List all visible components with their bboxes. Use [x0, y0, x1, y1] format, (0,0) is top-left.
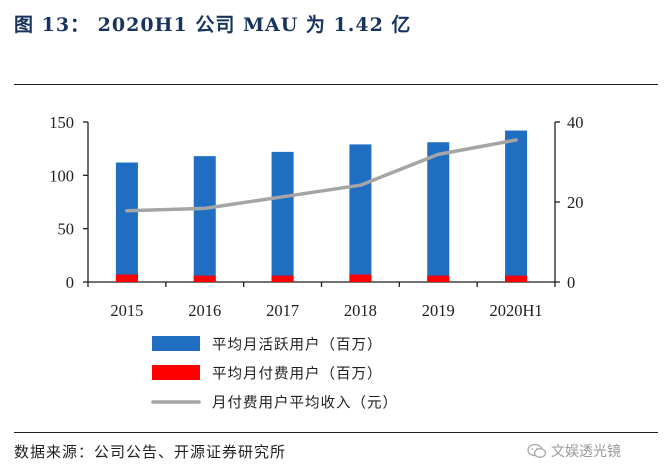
x-tick-label: 2017 [266, 301, 299, 320]
y-left-tick-label: 150 [49, 113, 74, 132]
watermark: 文娱透光镜 [527, 441, 621, 461]
paying-user-bar [505, 275, 528, 282]
bars [115, 130, 528, 282]
y-left-tick-label: 0 [66, 273, 74, 292]
y-right-tick-label: 40 [567, 113, 584, 132]
watermark-text: 文娱透光镜 [551, 444, 621, 460]
arpu-point [436, 152, 440, 156]
mau-bar [505, 130, 528, 282]
legend-label: 平均月付费用户（百万） [212, 366, 383, 383]
legend-swatch-paying [152, 365, 200, 380]
legend-item: 月付费用户平均收入（元） [151, 395, 398, 412]
y-left-tick-label: 100 [49, 166, 74, 185]
line-series [125, 138, 518, 213]
arpu-point [514, 138, 518, 142]
paying-user-bar [193, 275, 216, 282]
x-tick-label: 2020H1 [489, 301, 542, 320]
x-tick-label: 2016 [188, 301, 221, 320]
data-source: 数据来源：公司公告、开源证券研究所 [14, 443, 287, 461]
paying-user-bar [271, 275, 294, 282]
legend-swatch-mau [152, 336, 200, 351]
legend-label: 平均月活跃用户（百万） [212, 337, 383, 354]
arpu-point [125, 209, 129, 213]
mau-bar [193, 156, 216, 282]
bottom-rule [14, 432, 658, 433]
y-left-tick-label: 50 [58, 220, 75, 239]
x-tick-label: 2019 [422, 301, 455, 320]
top-rule [14, 84, 658, 85]
axes: 0 50 100 150 0 20 40 2015 2016 2017 2018 2019 2020H1 [49, 113, 583, 320]
legend-label: 月付费用户平均收入（元） [212, 395, 398, 412]
mau-bar [115, 162, 138, 282]
y-right-tick-label: 20 [567, 193, 584, 212]
paying-user-bar [115, 274, 138, 282]
paying-user-bar [349, 274, 372, 282]
mau-bar [349, 144, 372, 282]
legend-item: 平均月付费用户（百万） [152, 365, 383, 383]
arpu-point [280, 195, 285, 199]
paying-user-bar [427, 275, 450, 282]
x-tick-label: 2018 [344, 301, 377, 320]
figure-title: 图 13： 2020H1 公司 MAU 为 1.42 亿 [14, 14, 412, 36]
arpu-line [125, 138, 518, 213]
mau-bar [427, 142, 450, 282]
arpu-point [203, 206, 207, 210]
legend: 平均月活跃用户（百万） 平均月付费用户（百万） 月付费用户平均收入（元） [151, 336, 398, 412]
arpu-point [358, 183, 363, 187]
mau-bar [271, 151, 294, 282]
y-right-tick-label: 0 [567, 273, 575, 292]
legend-item: 平均月活跃用户（百万） [152, 336, 383, 354]
x-tick-label: 2015 [110, 301, 143, 320]
wechat-icon [527, 443, 547, 458]
